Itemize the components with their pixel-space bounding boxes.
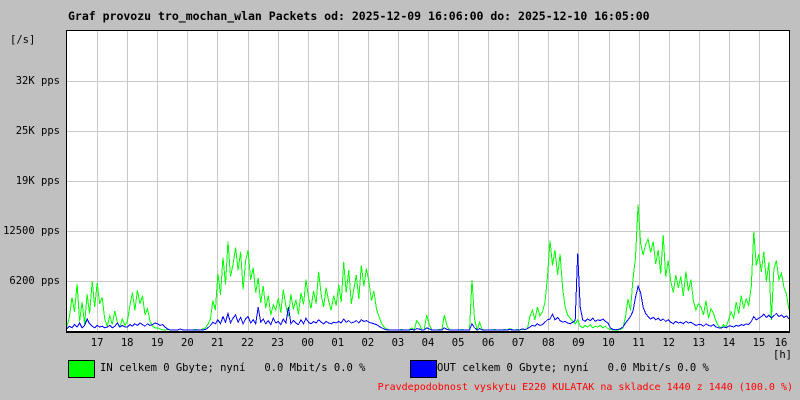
- x-tick-label: 13: [692, 337, 706, 349]
- y-tick-mark: [61, 130, 66, 132]
- x-tick-label: 11: [632, 337, 645, 349]
- x-axis-unit-label: [h]: [773, 349, 792, 361]
- x-tick-label: 20: [181, 337, 194, 349]
- y-tick-label: 25K pps: [15, 124, 60, 137]
- y-tick-mark: [61, 280, 66, 282]
- y-tick-mark: [61, 230, 66, 232]
- x-tick-label: 00: [301, 337, 314, 349]
- x-tick-label: 17: [90, 337, 104, 349]
- y-tick-label: 32K pps: [15, 74, 60, 87]
- x-tick-label: 06: [481, 337, 495, 349]
- x-tick-label: 07: [511, 337, 525, 349]
- x-tick-label: 21: [211, 337, 224, 349]
- x-tick-label: 22: [241, 337, 254, 349]
- chart-title: Graf provozu tro_mochan_wlan Packets od:…: [68, 9, 650, 23]
- series-out-line: [67, 253, 789, 331]
- x-tick-label: 08: [542, 337, 555, 349]
- x-tick-label: 02: [361, 337, 375, 349]
- legend-in-swatch: [68, 360, 95, 378]
- x-tick-label: 03: [391, 337, 405, 349]
- x-tick-label: 15: [752, 337, 766, 349]
- y-tick-label: 12500 pps: [3, 224, 60, 237]
- legend-out-label: OUT celkem 0 Gbyte; nyní 0.0 Mbit/s 0.0 …: [437, 362, 709, 374]
- y-tick-mark: [61, 80, 66, 82]
- x-tick-label: 10: [602, 337, 615, 349]
- x-tick-label: 18: [120, 337, 134, 349]
- x-tick-label: 04: [421, 337, 435, 349]
- traffic-chart-svg: [67, 31, 789, 331]
- legend-in-label: IN celkem 0 Gbyte; nyní 0.0 Mbit/s 0.0 %: [100, 362, 366, 374]
- x-tick-label: 23: [271, 337, 284, 349]
- x-tick-label: 05: [451, 337, 465, 349]
- y-tick-label: 6200 pps: [9, 274, 60, 287]
- x-tick-label: 01: [331, 337, 345, 349]
- plot-area: [66, 30, 790, 333]
- y-axis-unit-label: [/s]: [10, 34, 36, 46]
- x-tick-label: 09: [572, 337, 585, 349]
- y-tick-label: 19K pps: [15, 174, 60, 187]
- x-tick-label: 12: [662, 337, 675, 349]
- legend-out-swatch: [410, 360, 437, 378]
- x-tick-label: 19: [150, 337, 164, 349]
- x-tick-label: 16: [774, 337, 788, 349]
- x-tick-label: 14: [722, 337, 736, 349]
- status-message: Pravdepodobnost vyskytu E220 KULATAK na …: [377, 382, 793, 393]
- y-tick-mark: [61, 180, 66, 182]
